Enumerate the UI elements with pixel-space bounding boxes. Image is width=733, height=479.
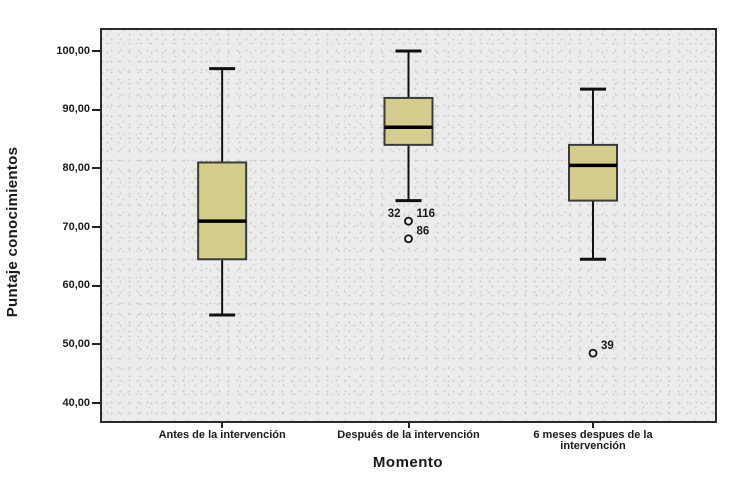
y-tick-mark [92,50,100,52]
outlier-case-label: 116 [417,208,436,220]
y-tick-mark [92,402,100,404]
y-tick-mark [92,226,100,228]
box-iqr [197,161,248,261]
y-tick-label: 40,00 [62,396,90,409]
x-tick-label-line: 6 meses despues de la [533,429,653,441]
boxplot-canvas: 32 116 86 39 [197,49,619,358]
y-tick-mark [92,167,100,170]
y-tick-label: 50,00 [62,337,90,350]
outlier-point [404,234,413,244]
outlier-point [404,216,413,226]
y-tick-mark [92,343,100,346]
y-tick-label: 70,00 [62,220,90,233]
x-tick-mark [407,423,410,428]
outlier-case-label: 86 [417,226,430,238]
x-tick-label: Antes de la intervención [112,430,332,441]
box-iqr [568,143,619,202]
x-tick-label-line: Antes de la intervención [158,429,286,441]
y-tick-label: 60,00 [62,279,90,292]
x-tick-mark [221,423,224,428]
y-tick-label: 80,00 [62,161,90,174]
outlier-case-label: 39 [601,340,614,352]
x-tick-label-line: Después de la intervención [337,429,480,441]
y-tick-label: 100,00 [56,44,90,57]
x-tick-label-line: intervención [560,440,626,452]
x-tick-label: Después de la intervención [299,430,519,441]
box-iqr [383,96,434,146]
x-tick-mark [592,423,594,428]
y-tick-mark [92,108,100,111]
y-axis-title: Puntaje conocimientos [4,146,21,318]
outlier-case-label: 32 [388,208,401,220]
y-tick-label: 90,00 [62,103,90,116]
outlier-point [588,348,598,358]
y-tick-mark [92,284,100,287]
plot-area: 32 116 86 39 [100,28,717,423]
x-axis-title: Momento [372,454,444,471]
x-tick-label: 6 meses despues de la intervención [483,430,703,452]
